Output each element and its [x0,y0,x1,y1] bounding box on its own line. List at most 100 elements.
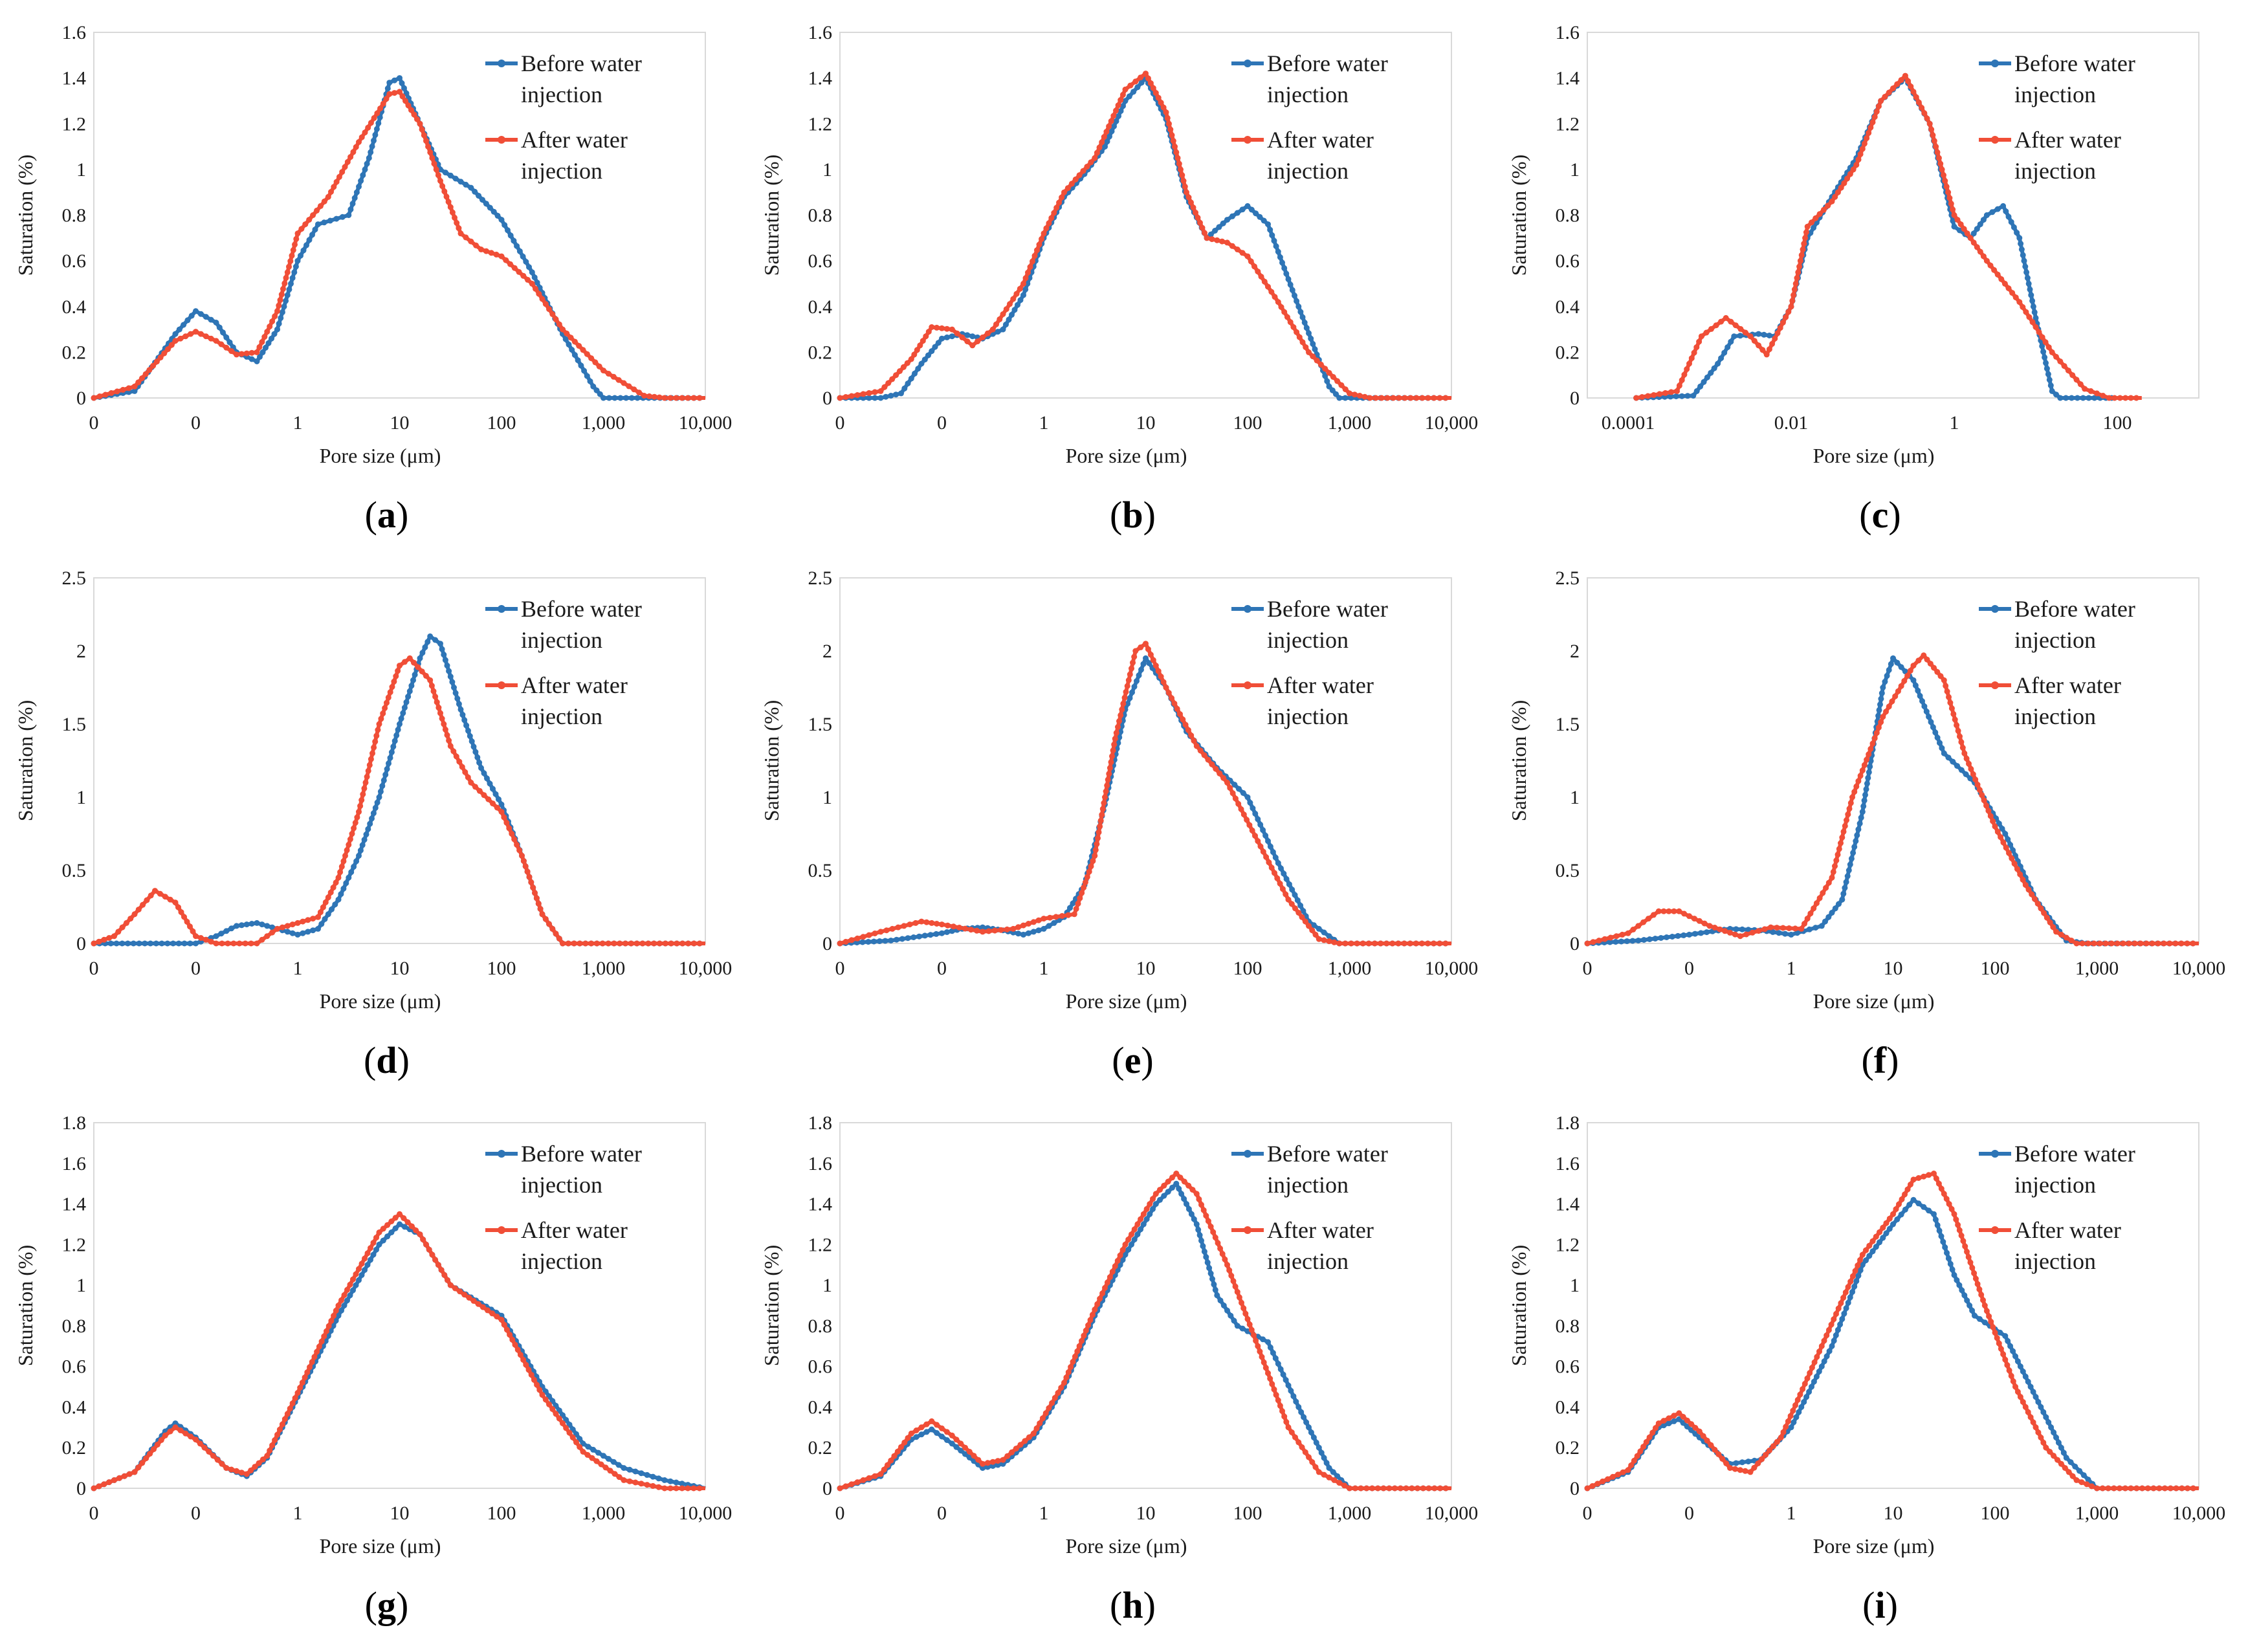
panel-c: 00.20.40.60.811.21.41.60.0001 0.01 1 100Por… [1507,22,2199,536]
data-point [1351,391,1358,398]
data-point [2010,1378,2016,1385]
data-point [969,333,976,340]
data-point [1645,393,1651,399]
data-point [1859,1262,1866,1268]
data-point [1910,1176,1917,1183]
data-point [1851,789,1858,795]
data-point [1791,286,1798,292]
data-point [1904,1186,1911,1193]
data-point [377,788,384,795]
data-point [456,701,462,707]
data-point [332,901,338,908]
data-point [427,633,434,639]
data-point [1326,938,1332,945]
data-point [485,796,492,802]
data-point [1959,745,1966,751]
legend-marker [1991,60,1999,67]
data-point [1043,225,1050,232]
x-tick-label: 1 [1039,412,1049,434]
data-point [368,756,374,762]
data-point [1996,1340,2002,1347]
data-point [546,921,552,927]
data-point [650,1473,656,1480]
plot-area [93,577,706,944]
data-point [386,760,391,767]
data-point [470,743,477,750]
data-point [380,1226,386,1232]
data-point [2016,299,2023,305]
data-point [401,705,408,711]
data-point [1934,668,1941,675]
data-point [610,1459,617,1465]
y-tick-label: 0.8 [808,1316,833,1337]
data-point [1119,91,1126,98]
data-point [1418,940,1425,947]
data-point [1134,1221,1141,1228]
x-tick-label: 1,000 [582,958,626,979]
data-point [1684,1417,1690,1424]
data-point [1143,1206,1150,1212]
data-point [1107,133,1112,140]
data-point [1839,896,1846,903]
panel-caption: (h) [1110,1584,1156,1626]
data-point [234,923,239,929]
data-point [1048,215,1055,221]
y-tick-label: 1 [76,1275,86,1296]
data-point [848,1481,855,1488]
data-point [901,1439,908,1446]
data-point [2008,1372,2014,1379]
data-point [1737,333,1743,339]
data-point [1068,1364,1074,1371]
data-point [248,940,254,947]
x-tick-label: 10,000 [2172,1503,2226,1524]
data-point [1102,1284,1108,1291]
data-point [1821,1358,1827,1365]
data-point [2079,940,2086,947]
data-point [1209,236,1215,243]
data-point [1818,923,1825,929]
data-point [1110,747,1116,754]
data-point [2084,1481,2090,1488]
data-point [1886,1226,1893,1232]
data-point [2128,1485,2134,1492]
data-point [1712,925,1718,931]
data-point [1634,1453,1640,1459]
data-point [446,668,452,674]
data-point [1039,236,1044,242]
panel-caption: (e) [1112,1039,1153,1081]
data-point [1087,1317,1094,1323]
data-point [422,644,428,650]
data-point [1022,286,1029,292]
data-point [2018,241,2024,247]
data-point [929,920,935,926]
data-point [1839,834,1846,841]
data-point [1272,870,1277,876]
data-point [1198,1237,1204,1244]
data-point [1275,1361,1281,1367]
data-point [1079,1338,1085,1344]
data-point [1915,657,1922,664]
data-point [374,799,380,806]
data-point [1751,338,1758,344]
data-point [1846,867,1852,874]
data-point [333,1307,339,1314]
data-point [2094,1485,2100,1492]
data-point [644,1471,650,1478]
data-point [1211,1281,1217,1288]
data-point [1250,805,1256,811]
data-point [1618,938,1624,945]
data-point [628,395,635,401]
data-point [1869,740,1876,747]
data-point [403,699,410,705]
y-tick-label: 0.8 [1556,1316,1580,1337]
x-tick-label: 10 [390,1503,410,1524]
data-point [1010,296,1017,302]
data-point [393,673,399,679]
data-point [1283,891,1289,898]
data-point [1232,1283,1239,1290]
data-point [119,924,126,931]
data-point [358,134,365,140]
data-point [1114,1257,1121,1264]
data-point [1864,756,1870,763]
data-point [1426,1485,1432,1492]
